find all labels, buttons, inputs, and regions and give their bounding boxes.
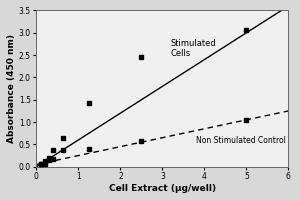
Y-axis label: Absorbance (450 nm): Absorbance (450 nm)	[7, 34, 16, 143]
Text: Stimulated
Cells: Stimulated Cells	[171, 39, 217, 58]
Text: Non Stimulated Control: Non Stimulated Control	[196, 136, 286, 145]
X-axis label: Cell Extract (µg/well): Cell Extract (µg/well)	[109, 184, 216, 193]
